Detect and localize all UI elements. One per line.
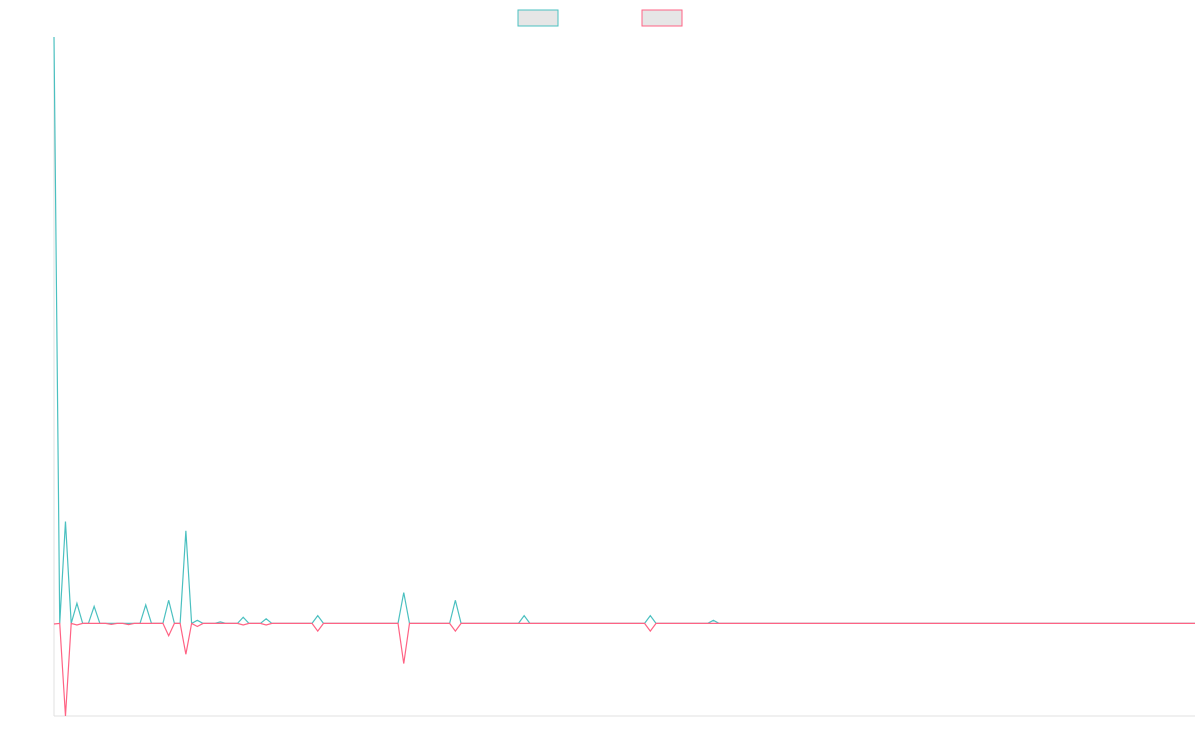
series-layer (53, 36, 1195, 717)
legend-swatch-2[interactable] (641, 9, 683, 27)
series-line-2[interactable] (53, 622, 1195, 717)
series-line-1[interactable] (53, 36, 1195, 625)
legend-swatch-1[interactable] (517, 9, 559, 27)
legend[interactable] (517, 9, 683, 27)
